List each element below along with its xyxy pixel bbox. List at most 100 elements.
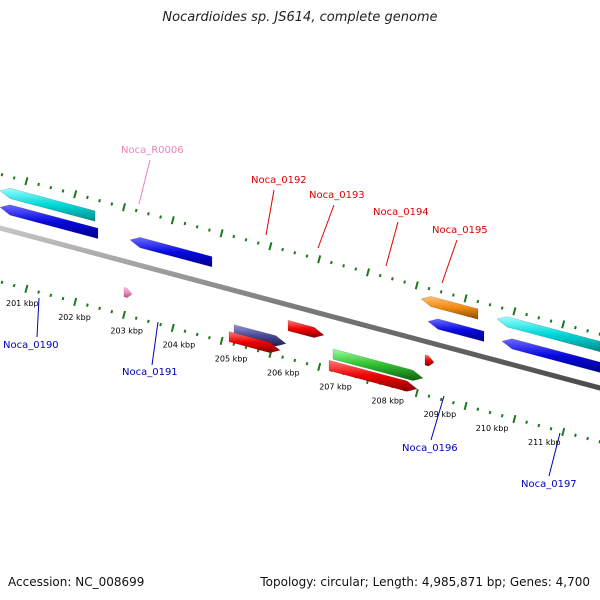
outer-tick-mark bbox=[463, 294, 468, 303]
leader-line-noca_0193 bbox=[317, 204, 335, 249]
kbp-tick-label: 204 kbp bbox=[163, 341, 196, 350]
outer-tick-mark bbox=[293, 251, 297, 255]
gene-noca_0194-arrow[interactable] bbox=[332, 348, 424, 381]
outer-tick-mark bbox=[452, 293, 455, 297]
outer-tick-mark bbox=[134, 208, 138, 213]
inner-tick-mark bbox=[195, 332, 199, 337]
kbp-tick-label: 210 kbp bbox=[476, 424, 509, 433]
inner-tick-mark bbox=[439, 397, 443, 402]
gene-label-noca_0192[interactable]: Noca_0192 bbox=[251, 175, 307, 186]
gene-noca_0193-arrow[interactable] bbox=[287, 319, 325, 338]
outer-tick-mark bbox=[537, 316, 541, 320]
outer-tick-mark bbox=[305, 254, 309, 258]
outer-tick-mark bbox=[378, 273, 382, 278]
inner-tick-mark bbox=[463, 401, 468, 411]
outer-tick-mark bbox=[122, 203, 126, 212]
feature-orange-arrow-1[interactable] bbox=[420, 296, 479, 320]
feature-red-arrow-2[interactable] bbox=[328, 359, 418, 392]
kbp-tick-label: 209 kbp bbox=[424, 410, 457, 419]
outer-tick-mark bbox=[37, 182, 40, 187]
gene-label-noca_0190[interactable]: Noca_0190 bbox=[3, 340, 59, 351]
inner-tick-mark bbox=[122, 310, 126, 320]
outer-tick-mark bbox=[439, 290, 443, 294]
inner-tick-mark bbox=[49, 293, 53, 298]
gene-label-layer: Noca_0190Noca_0191Noca_R0006Noca_0192Noc… bbox=[3, 145, 577, 490]
gene-noca_0197-arrow[interactable] bbox=[501, 338, 600, 373]
kbp-tick-label: 201 kbp bbox=[6, 299, 39, 308]
outer-tick-mark bbox=[183, 221, 187, 226]
inner-tick-mark bbox=[37, 290, 40, 294]
outer-tick-mark bbox=[342, 264, 345, 268]
inner-tick-mark bbox=[414, 388, 419, 398]
inner-tick-mark bbox=[427, 394, 431, 398]
gene-label-noca_0196[interactable]: Noca_0196 bbox=[402, 443, 458, 454]
outer-tick-mark bbox=[61, 189, 65, 193]
outer-tick-mark bbox=[403, 280, 406, 284]
tick-label-layer: 201 kbp 202 kbp 203 kbp 204 kbp 205 kbp 206 k… bbox=[6, 299, 561, 447]
outer-tick-mark bbox=[208, 228, 211, 232]
outer-tick-mark bbox=[170, 216, 175, 225]
gene-label-noca_0195[interactable]: Noca_0195 bbox=[432, 225, 488, 236]
leader-line-noca_r0006 bbox=[138, 159, 151, 205]
inner-tick-mark bbox=[147, 319, 150, 324]
inner-tick-mark bbox=[305, 361, 309, 366]
inner-tick-mark bbox=[73, 297, 78, 306]
kbp-tick-label: 205 kbp bbox=[215, 355, 248, 364]
outer-tick-mark bbox=[354, 267, 358, 271]
outer-tick-mark bbox=[256, 241, 260, 245]
inner-tick-mark bbox=[293, 358, 297, 363]
outer-tick-mark bbox=[86, 195, 89, 200]
inner-tick-mark bbox=[208, 335, 211, 340]
gene-label-noca_0193[interactable]: Noca_0193 bbox=[309, 190, 365, 201]
outer-tick-mark bbox=[317, 255, 322, 264]
leader-line-noca_0192 bbox=[265, 189, 275, 236]
accession-text: Accession: NC_008699 bbox=[8, 575, 145, 589]
outer-tick-mark bbox=[12, 176, 16, 180]
outer-tick-mark bbox=[366, 268, 370, 277]
outer-tick-mark bbox=[49, 186, 53, 190]
inner-tick-mark bbox=[574, 433, 577, 437]
leader-line-noca_0190 bbox=[36, 297, 40, 338]
gene-label-noca_0197[interactable]: Noca_0197 bbox=[521, 479, 577, 490]
feature-red-arrow-1[interactable] bbox=[228, 331, 281, 354]
outer-tick-mark bbox=[500, 306, 504, 310]
inner-tick-mark bbox=[512, 414, 517, 424]
outer-tick-mark bbox=[427, 286, 431, 291]
feature-cyan-arrow-1[interactable] bbox=[0, 187, 96, 222]
inner-tick-mark bbox=[244, 345, 248, 350]
outer-tick-mark bbox=[159, 215, 162, 219]
kbp-tick-label: 202 kbp bbox=[58, 313, 91, 322]
gene-label-noca_0194[interactable]: Noca_0194 bbox=[373, 207, 429, 218]
inner-tick-mark bbox=[561, 427, 566, 437]
outer-tick-mark bbox=[586, 329, 589, 333]
inner-tick-mark bbox=[256, 348, 260, 353]
inner-tick-mark bbox=[232, 342, 236, 346]
gene-noca_0190-arrow[interactable] bbox=[0, 204, 99, 239]
gene-noca_0196-arrow[interactable] bbox=[427, 318, 485, 342]
inner-tick-mark bbox=[159, 322, 162, 327]
gene-noca_r0006-arrow[interactable] bbox=[123, 287, 133, 298]
inner-tick-mark bbox=[183, 329, 187, 333]
gene-noca_0191-arrow[interactable] bbox=[129, 237, 213, 268]
outer-tick-mark bbox=[244, 238, 248, 242]
inner-tick-mark bbox=[12, 283, 16, 288]
outer-tick-mark bbox=[574, 325, 577, 330]
gene-label-noca_r0006[interactable]: Noca_R0006 bbox=[121, 145, 184, 156]
inner-tick-mark bbox=[525, 420, 528, 424]
outer-tick-mark bbox=[110, 202, 114, 206]
kbp-tick-label: 206 kbp bbox=[267, 368, 300, 377]
gene-label-noca_0191[interactable]: Noca_0191 bbox=[122, 367, 178, 378]
inner-tick-mark bbox=[24, 284, 29, 293]
kbp-tick-label: 207 kbp bbox=[319, 382, 352, 391]
outer-tick-mark bbox=[512, 307, 517, 316]
kbp-tick-label: 203 kbp bbox=[110, 327, 143, 336]
leader-line-noca_0194 bbox=[385, 221, 399, 267]
outer-tick-mark bbox=[330, 260, 333, 265]
inner-tick-mark bbox=[86, 303, 89, 307]
backbone-line bbox=[0, 225, 600, 391]
outer-tick-mark bbox=[98, 199, 101, 203]
outer-tick-mark bbox=[268, 242, 273, 251]
gene-noca_0195-arrow[interactable] bbox=[424, 354, 435, 367]
feature-cyan-arrow-2[interactable] bbox=[496, 316, 600, 353]
